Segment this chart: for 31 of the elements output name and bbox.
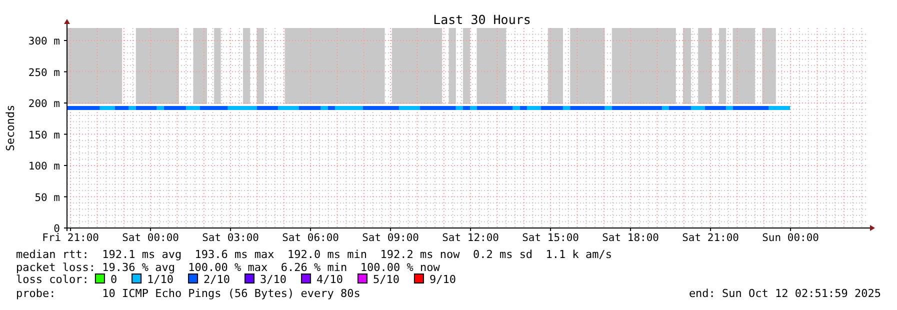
y-tick-label: 50 m xyxy=(34,192,60,204)
x-tick-label: Sun 00:00 xyxy=(762,232,820,244)
legend-label: 0 xyxy=(110,273,118,286)
text: packet loss: 19.36 % avg 100.00 % max 6.26 % min 100.00 % now xyxy=(16,261,440,274)
x-tick-label: Sat 03:00 xyxy=(202,232,260,244)
text: probe: 10 ICMP Echo Pings (56 Bytes) every 80s xyxy=(16,287,360,300)
y-tick-label: 0 xyxy=(54,223,60,235)
chart-title: Last 30 Hours xyxy=(433,12,531,27)
x-tick-label: Sat 21:00 xyxy=(682,232,740,244)
text: median rtt: 192.1 ms avg 193.6 ms max 192.0 ms min 192.2 ms now 0.2 ms sd 1.1 k am/s xyxy=(16,248,612,261)
legend-label: 3/10 xyxy=(260,273,287,286)
y-tick-label: 250 m xyxy=(28,66,60,79)
x-tick-label: Sat 12:00 xyxy=(442,232,500,244)
x-tick-label: Sat 18:00 xyxy=(602,232,660,244)
legend-label: 4/10 xyxy=(316,273,343,286)
y-axis-title: Seconds xyxy=(4,104,17,152)
legend-label: 9/10 xyxy=(429,273,456,286)
y-tick-label: 200 m xyxy=(28,98,60,110)
x-tick-label: Sat 06:00 xyxy=(282,232,340,244)
legend-label: 2/10 xyxy=(204,273,230,286)
legend-label: 5/10 xyxy=(372,273,400,286)
x-tick-label: Sat 15:00 xyxy=(522,232,580,244)
text: end: Sun Oct 12 02:51:59 2025 xyxy=(688,287,881,300)
y-tick-label: 300 m xyxy=(28,36,60,48)
legend-label: 1/10 xyxy=(147,273,174,286)
x-tick-label: Sat 09:00 xyxy=(362,232,420,244)
x-tick-label: Fri 21:00 xyxy=(42,232,100,244)
y-tick-label: 150 m xyxy=(28,129,60,142)
y-tick-label: 100 m xyxy=(28,160,60,172)
legend-title: loss color: xyxy=(16,273,89,286)
x-tick-label: Sat 00:00 xyxy=(122,232,180,244)
